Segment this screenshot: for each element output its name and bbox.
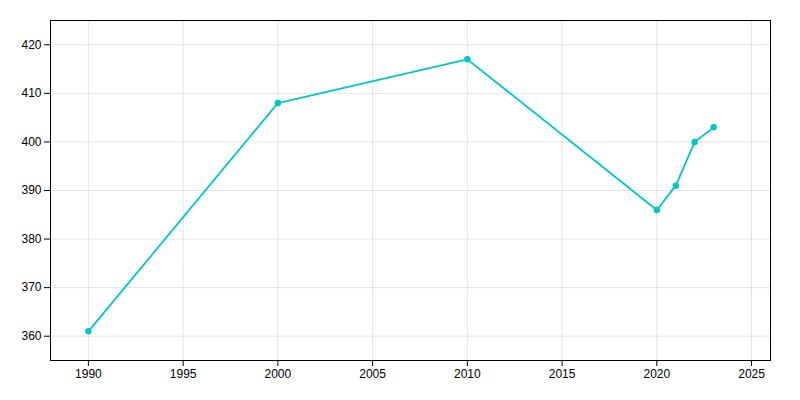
svg-text:380: 380	[21, 232, 41, 246]
svg-text:2000: 2000	[265, 367, 292, 381]
svg-text:2025: 2025	[738, 367, 765, 381]
svg-text:420: 420	[21, 38, 41, 52]
svg-text:2020: 2020	[643, 367, 670, 381]
svg-text:2005: 2005	[359, 367, 386, 381]
svg-text:410: 410	[21, 86, 41, 100]
svg-text:390: 390	[21, 183, 41, 197]
svg-text:2015: 2015	[549, 367, 576, 381]
svg-text:400: 400	[21, 135, 41, 149]
svg-text:370: 370	[21, 280, 41, 294]
svg-text:1990: 1990	[75, 367, 102, 381]
svg-text:360: 360	[21, 329, 41, 343]
svg-text:2010: 2010	[454, 367, 481, 381]
svg-text:1995: 1995	[170, 367, 197, 381]
